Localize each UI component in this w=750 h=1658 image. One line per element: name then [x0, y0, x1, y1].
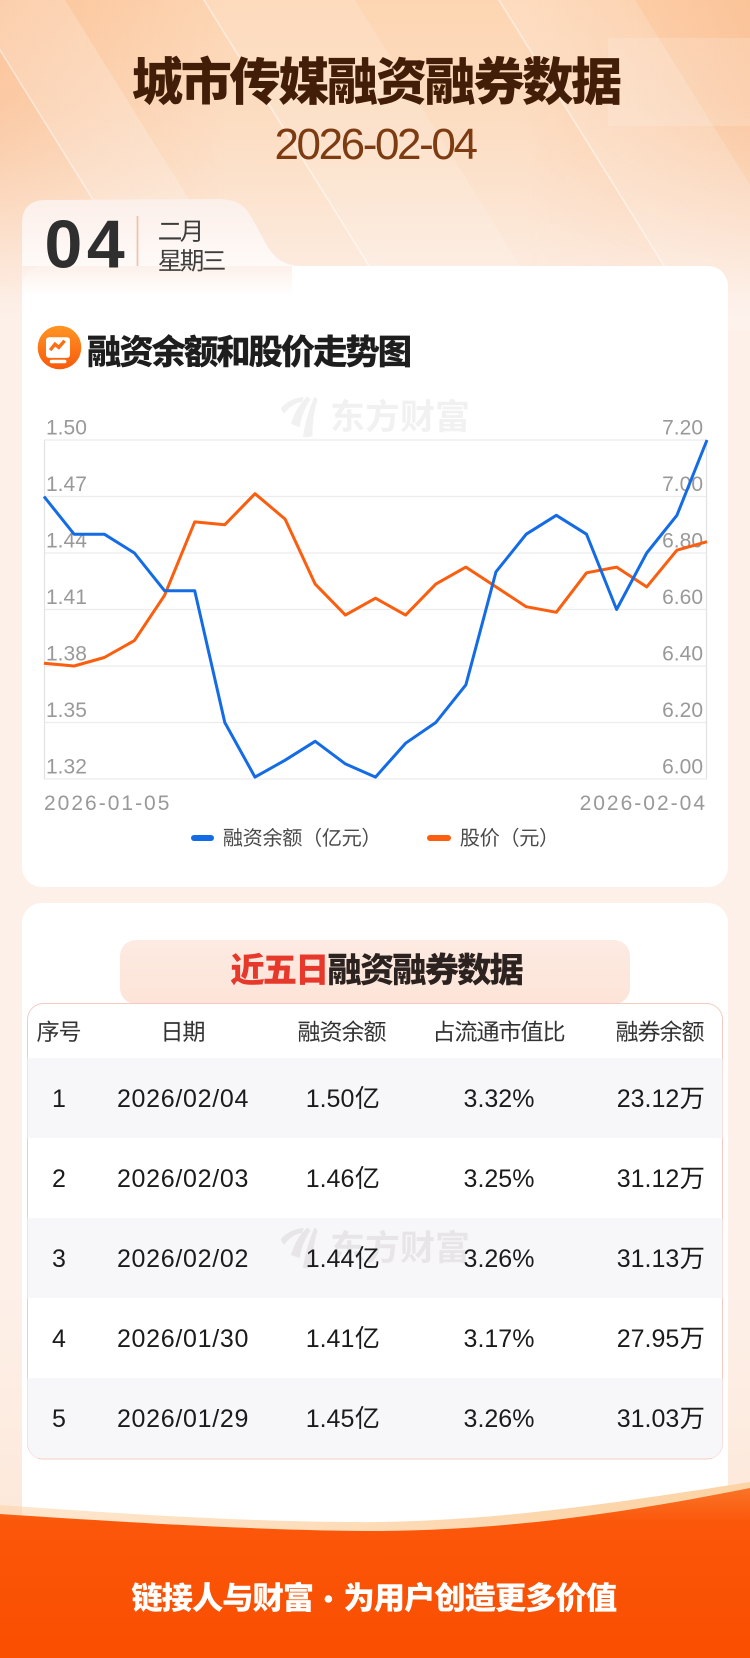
- svg-text:2: 2: [52, 1165, 66, 1193]
- svg-text:2026-02-04: 2026-02-04: [580, 792, 707, 815]
- svg-text:1.44: 1.44: [306, 1245, 355, 1273]
- svg-text:3.26%: 3.26%: [464, 1405, 535, 1433]
- svg-text:31.12: 31.12: [617, 1165, 680, 1193]
- svg-text:2026/02/04: 2026/02/04: [117, 1085, 249, 1113]
- svg-text:3.32%: 3.32%: [464, 1085, 535, 1113]
- svg-text:6.00: 6.00: [662, 755, 703, 778]
- svg-text:1.47: 1.47: [46, 473, 87, 496]
- svg-text:1: 1: [52, 1085, 66, 1113]
- svg-text:3.17%: 3.17%: [464, 1325, 535, 1353]
- svg-text:3.26%: 3.26%: [464, 1245, 535, 1273]
- svg-text:2026-02-04: 2026-02-04: [274, 120, 477, 169]
- svg-text:1.50: 1.50: [306, 1085, 355, 1113]
- svg-text:6.20: 6.20: [662, 699, 703, 722]
- svg-text:23.12: 23.12: [617, 1085, 680, 1113]
- svg-text:6.40: 6.40: [662, 642, 703, 665]
- svg-text:7.20: 7.20: [662, 416, 703, 439]
- svg-text:1.35: 1.35: [46, 699, 87, 722]
- svg-text:6.60: 6.60: [662, 586, 703, 609]
- svg-text:3.25%: 3.25%: [464, 1165, 535, 1193]
- svg-text:31.03: 31.03: [617, 1405, 680, 1433]
- svg-text:2026/02/02: 2026/02/02: [117, 1245, 249, 1273]
- svg-text:2026/01/29: 2026/01/29: [117, 1405, 249, 1433]
- svg-text:1.32: 1.32: [46, 755, 87, 778]
- svg-text:31.13: 31.13: [617, 1245, 680, 1273]
- svg-text:1.50: 1.50: [46, 416, 87, 439]
- svg-text:2026/01/30: 2026/01/30: [117, 1325, 249, 1353]
- svg-text:2026-01-05: 2026-01-05: [44, 792, 171, 815]
- svg-text:1.41: 1.41: [306, 1325, 355, 1353]
- svg-text:04: 04: [45, 207, 130, 283]
- svg-text:3: 3: [52, 1245, 66, 1273]
- svg-text:1.41: 1.41: [46, 586, 87, 609]
- svg-text:4: 4: [52, 1325, 66, 1353]
- svg-text:1.38: 1.38: [46, 642, 87, 665]
- svg-text:7.00: 7.00: [662, 473, 703, 496]
- svg-text:27.95: 27.95: [617, 1325, 680, 1353]
- svg-text:1.45: 1.45: [306, 1405, 355, 1433]
- svg-text:2026/02/03: 2026/02/03: [117, 1165, 249, 1193]
- svg-text:1.46: 1.46: [306, 1165, 355, 1193]
- svg-text:5: 5: [52, 1405, 66, 1433]
